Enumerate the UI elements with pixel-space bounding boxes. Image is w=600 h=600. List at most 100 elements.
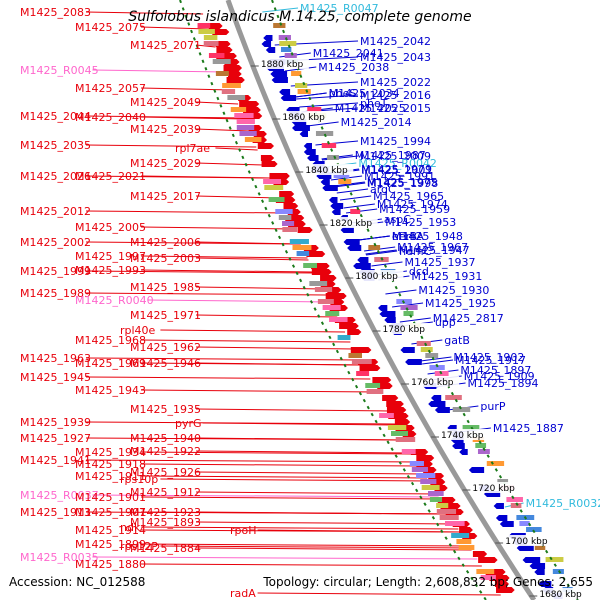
gene-label[interactable]: M1425_1967	[397, 241, 468, 254]
gene-label[interactable]: M1425_2038	[318, 61, 389, 74]
gene-label[interactable]: M1425_2071	[130, 39, 201, 52]
gene-label[interactable]: M1425_2002	[20, 236, 91, 249]
gene-label[interactable]: M1425_1897	[460, 364, 531, 377]
gene-label[interactable]: radA	[230, 587, 256, 600]
gene-label[interactable]: M1425_2075	[75, 21, 146, 34]
gene-label[interactable]: argC	[370, 183, 396, 196]
gene-label[interactable]: M1425_1918	[75, 458, 146, 471]
gene-label[interactable]: M1425_R0042	[358, 157, 437, 170]
gene-label[interactable]: M1425_1909	[464, 370, 535, 383]
gene-label[interactable]: M1425_2029	[130, 157, 201, 170]
gene-label[interactable]: M1425_1914	[75, 524, 146, 537]
gene-label[interactable]: rpoH	[230, 524, 257, 537]
gene-label[interactable]: M1425_1997	[75, 250, 146, 263]
gene-label[interactable]: M1425_1923	[130, 506, 201, 519]
gene-label[interactable]: M1425_1912	[130, 486, 201, 499]
gene-label[interactable]: M1425_1941	[20, 454, 91, 467]
gene-label[interactable]: M1425_1927	[20, 432, 91, 445]
gene-label[interactable]: M1425_1959	[379, 203, 450, 216]
gene-label[interactable]: ef1B	[392, 230, 417, 243]
gene-label[interactable]: rpl40e	[120, 324, 156, 337]
gene-label[interactable]: M1425_1931	[411, 270, 482, 283]
gene-label[interactable]: M1425_2009	[360, 150, 431, 163]
gene-label[interactable]: M1425_2042	[360, 35, 431, 48]
gene-label[interactable]: M1425_1945	[20, 371, 91, 384]
gene-label[interactable]: M1425_1907	[75, 506, 146, 519]
gene-label[interactable]: M1425_2001	[361, 164, 432, 177]
gene-label[interactable]: M1425_1987	[355, 149, 426, 162]
gene-label[interactable]: M1425_1946	[130, 357, 201, 370]
gene-label[interactable]: M1425_R0045	[20, 64, 99, 77]
gene-label[interactable]: M1425_2016	[360, 89, 431, 102]
gene-label[interactable]: pheS	[329, 87, 357, 100]
gene-label[interactable]: M1425_1947	[399, 244, 470, 257]
gene-label[interactable]: M1425_1894	[468, 377, 539, 390]
gene-label[interactable]: M1425_1943	[75, 384, 146, 397]
gene-label[interactable]: M1425_1911	[75, 470, 146, 483]
gene-label[interactable]: M1425_1922	[130, 445, 201, 458]
gene-label[interactable]: M1425_2043	[360, 51, 431, 64]
gene-label[interactable]: pheT	[360, 97, 388, 110]
gene-label[interactable]: M1425_1993	[75, 264, 146, 277]
gene-label[interactable]: M1425_2022	[360, 76, 431, 89]
gene-label[interactable]: M1425_1925	[425, 297, 496, 310]
gene-label[interactable]: M1425_1899	[75, 538, 146, 551]
gene-label[interactable]: M1425_1965	[373, 190, 444, 203]
gene-label[interactable]: M1425_1969	[75, 357, 146, 370]
gene-label[interactable]: purP	[480, 400, 505, 413]
gene-label[interactable]: M1425_1968	[75, 334, 146, 347]
gene-label[interactable]: M1425_2044	[20, 110, 91, 123]
gene-label[interactable]: M1425_1971	[130, 309, 201, 322]
gene-label[interactable]: M1425_1940	[130, 432, 201, 445]
gene-label[interactable]: M1425_2034	[329, 87, 400, 100]
gene-label[interactable]: M1425_1901	[75, 491, 146, 504]
gene-label[interactable]: M1425_1939	[20, 416, 91, 429]
gene-label[interactable]: M1425_R0047	[300, 2, 379, 15]
gene-label[interactable]: M1425_1979	[361, 163, 432, 176]
gene-label[interactable]: M1425_1937	[404, 256, 475, 269]
gene-label[interactable]: M1425_1962	[130, 341, 201, 354]
gene-label[interactable]: aspC	[384, 213, 411, 226]
gene-label[interactable]: pyrG	[175, 417, 202, 430]
gene-label[interactable]: M1425_2025	[335, 102, 406, 115]
gene-label[interactable]: M1425_1975	[367, 176, 438, 189]
gene-label[interactable]: M1425_2040	[75, 111, 146, 124]
gene-label[interactable]: hemA	[392, 230, 424, 243]
gene-label[interactable]: M1425_1994	[360, 135, 431, 148]
gene-label[interactable]: M1425_2017	[130, 190, 201, 203]
gene-label[interactable]: M1425_2006	[130, 236, 201, 249]
gene-label[interactable]: M1425_2015	[360, 102, 431, 115]
gene-label[interactable]: M1425_R0037	[20, 489, 99, 502]
gene-label[interactable]: M1425_2039	[130, 123, 201, 136]
gene-label[interactable]: M1425_2041	[313, 47, 384, 60]
gene-label[interactable]: M1425_2005	[75, 221, 146, 234]
gene-label[interactable]: M1425_2014	[341, 116, 412, 129]
gene-label[interactable]: M1425_1917	[455, 354, 526, 367]
gene-label[interactable]: M1425_1974	[377, 198, 448, 211]
gene-label[interactable]: M1425_1991	[364, 170, 435, 183]
gene-label[interactable]: hemC	[399, 245, 431, 258]
gene-label[interactable]: rpl7ae	[175, 142, 210, 155]
gene-label[interactable]: upp	[435, 316, 456, 329]
gene-label[interactable]: rps10p	[120, 473, 158, 486]
gene-label[interactable]: M1425_1893	[130, 516, 201, 529]
gene-label[interactable]: M1425_1902	[453, 351, 524, 364]
gene-label[interactable]: M1425_1999	[20, 265, 91, 278]
gene-label[interactable]: M1425_1998	[367, 177, 438, 190]
gene-label[interactable]: rps12P	[120, 540, 158, 553]
gene-label[interactable]: M1425_1948	[392, 230, 463, 243]
gene-label[interactable]: M1425_2049	[130, 96, 201, 109]
gene-label[interactable]: M1425_1953	[385, 216, 456, 229]
gene-label[interactable]: M1425_2057	[75, 82, 146, 95]
gene-label[interactable]: dcd	[409, 265, 429, 278]
gene-label[interactable]: gatB	[444, 334, 470, 347]
gene-label[interactable]: ndk	[120, 521, 141, 534]
gene-label[interactable]: M1425_2083	[20, 6, 91, 19]
gene-label[interactable]: M1425_1884	[130, 542, 201, 555]
gene-label[interactable]: M1425_1880	[75, 558, 146, 571]
gene-label[interactable]: M1425_1926	[130, 466, 201, 479]
gene-label[interactable]: M1425_2817	[433, 312, 504, 325]
gene-label[interactable]: M1425_1989	[20, 287, 91, 300]
gene-label[interactable]: M1425_2003	[130, 252, 201, 265]
